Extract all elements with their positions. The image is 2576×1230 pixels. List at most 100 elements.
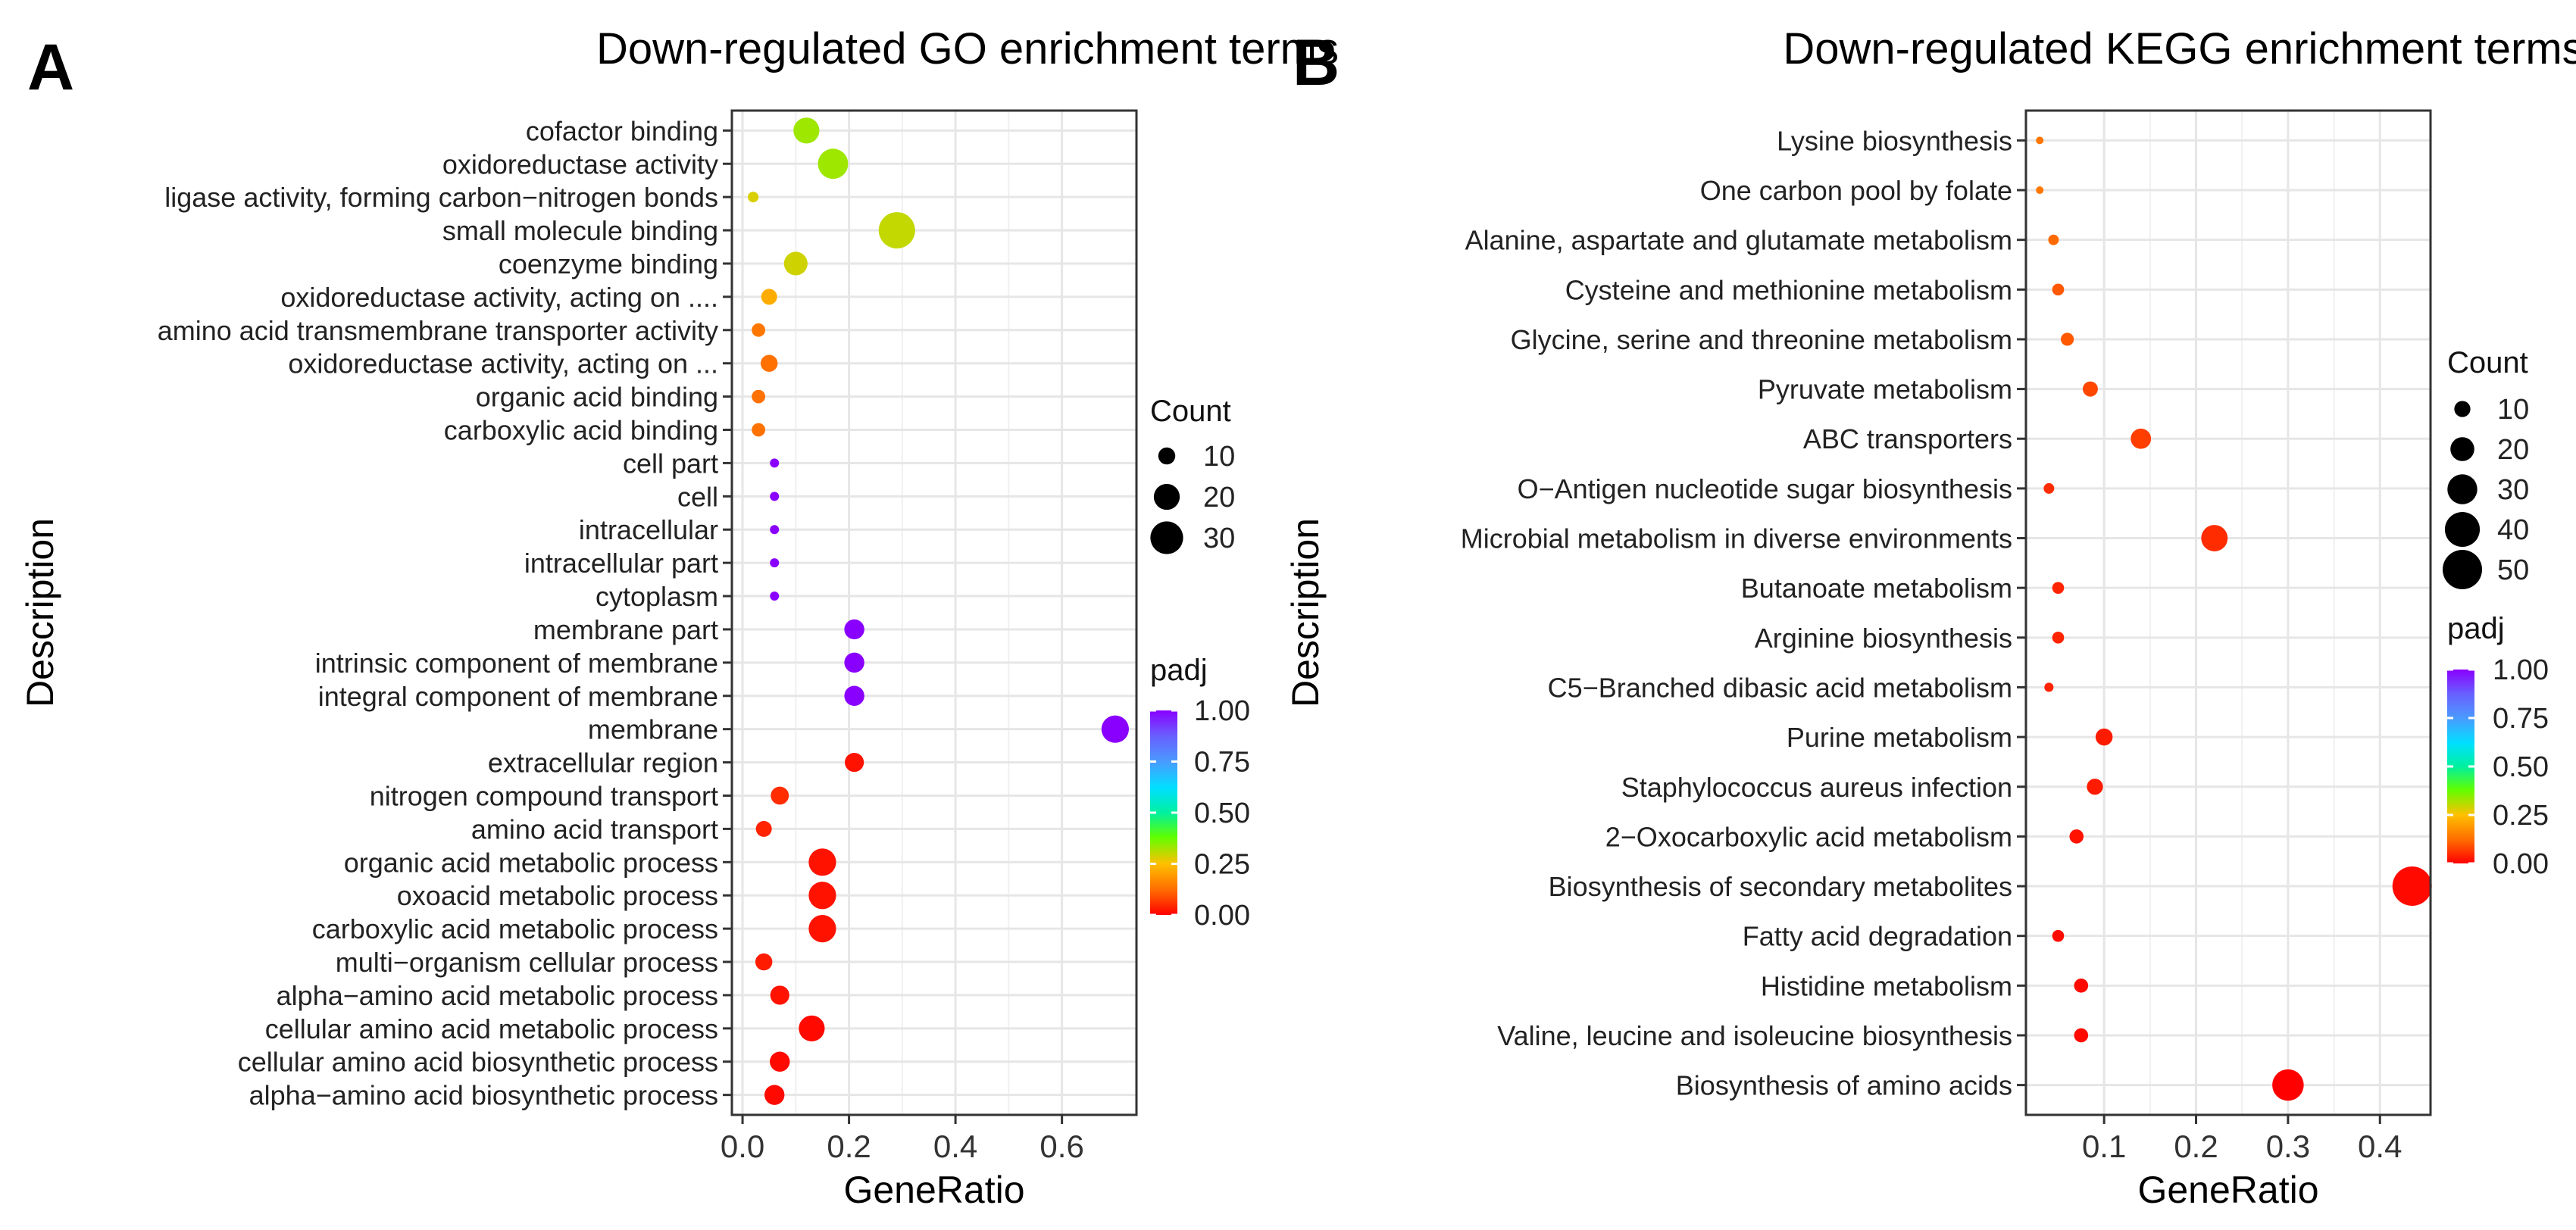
data-point xyxy=(771,786,789,805)
data-point xyxy=(2052,632,2065,644)
data-point xyxy=(748,192,759,203)
category-label: cellular amino acid metabolic process xyxy=(265,1013,718,1044)
panel-letter-b: B xyxy=(1293,27,1340,99)
count-legend-label: 30 xyxy=(1203,523,1235,554)
data-point xyxy=(2061,332,2074,346)
data-point xyxy=(2048,234,2059,245)
kegg-count-legend-title: Count xyxy=(2447,346,2528,379)
count-legend-label: 10 xyxy=(2497,394,2529,426)
count-legend-label: 50 xyxy=(2497,554,2529,586)
data-point xyxy=(2036,186,2044,195)
category-label: carboxylic acid metabolic process xyxy=(312,913,718,944)
count-legend-dot xyxy=(2444,511,2481,548)
data-point xyxy=(760,354,778,372)
count-legend-label: 20 xyxy=(1203,482,1235,514)
category-label: alpha−amino acid biosynthetic process xyxy=(249,1080,718,1111)
category-label: membrane xyxy=(588,714,718,745)
category-label: C5−Branched dibasic acid metabolism xyxy=(1548,672,2012,703)
go-y-axis-title: Description xyxy=(19,518,61,707)
kegg-enrichment-panel: B Down-regulated KEGG enrichment terms L… xyxy=(1284,24,2576,1211)
padj-legend-label: 0.25 xyxy=(1194,849,1250,881)
data-point xyxy=(755,953,773,971)
kegg-plot-area xyxy=(2026,111,2431,1115)
category-label: Cysteine and methionine metabolism xyxy=(1565,274,2012,305)
category-label: cytoplasm xyxy=(596,581,718,612)
data-point xyxy=(2036,136,2044,145)
data-point xyxy=(770,458,780,468)
padj-legend-label: 0.50 xyxy=(1194,798,1250,829)
category-label: oxidoreductase activity, acting on ... xyxy=(288,348,718,379)
category-label: carboxylic acid binding xyxy=(444,415,718,446)
go-count-legend: Count 10 20 30 xyxy=(1150,395,1235,554)
go-count-legend-title: Count xyxy=(1150,395,1231,428)
data-point xyxy=(808,848,836,876)
category-label: O−Antigen nucleotide sugar biosynthesis xyxy=(1518,473,2012,504)
category-label: membrane part xyxy=(533,614,718,645)
category-label: Lysine biosynthesis xyxy=(1777,125,2012,156)
category-label: Valine, leucine and isoleucine biosynthe… xyxy=(1497,1020,2012,1051)
padj-legend-label: 0.75 xyxy=(1194,747,1250,779)
count-legend-dot xyxy=(1153,483,1180,510)
category-label: extracellular region xyxy=(488,748,718,779)
kegg-dots xyxy=(2036,136,2432,1101)
data-point xyxy=(770,592,780,601)
count-legend-label: 40 xyxy=(2497,514,2529,546)
padj-legend-label: 1.00 xyxy=(2493,654,2549,686)
x-tick-label: 0.4 xyxy=(933,1129,977,1164)
category-label: Alanine, aspartate and glutamate metabol… xyxy=(1465,225,2012,256)
panel-letter-a: A xyxy=(27,31,74,104)
kegg-gridlines xyxy=(2026,111,2431,1115)
kegg-chart-title: Down-regulated KEGG enrichment terms xyxy=(1783,24,2576,73)
category-label: cofactor binding xyxy=(526,115,718,146)
data-point xyxy=(878,212,915,249)
data-point xyxy=(844,685,864,706)
category-label: Biosynthesis of amino acids xyxy=(1676,1070,2012,1101)
data-point xyxy=(1101,715,1130,743)
data-point xyxy=(2087,779,2103,795)
category-label: intracellular part xyxy=(524,548,718,579)
category-label: oxoacid metabolic process xyxy=(397,880,718,911)
x-tick-label: 0.2 xyxy=(2174,1129,2218,1164)
category-label: cell part xyxy=(623,448,718,479)
data-point xyxy=(2392,866,2432,907)
count-legend-dot xyxy=(2447,474,2478,504)
data-point xyxy=(2069,829,2084,844)
kegg-padj-legend: padj 1.00 0.75 0.50 0.25 0.00 xyxy=(2447,612,2549,880)
data-point xyxy=(2052,283,2065,296)
kegg-plot-border xyxy=(2024,109,2432,1116)
data-point xyxy=(761,289,777,305)
category-label: 2−Oxocarboxylic acid metabolism xyxy=(1605,821,2012,852)
category-label: Pyruvate metabolism xyxy=(1758,374,2012,405)
category-label: Butanoate metabolism xyxy=(1741,573,2012,604)
padj-legend-label: 0.25 xyxy=(2493,800,2549,832)
x-tick-label: 0.6 xyxy=(1039,1129,1083,1164)
go-padj-legend: padj 1.00 0.75 0.50 0.25 0.00 xyxy=(1150,654,1250,932)
go-gridlines xyxy=(732,111,1136,1115)
kegg-count-legend: Count 10 20 30 40 50 xyxy=(2443,346,2529,589)
go-plot-area xyxy=(732,111,1136,1115)
data-point xyxy=(770,492,780,501)
data-point xyxy=(844,652,864,673)
category-label: intracellular xyxy=(579,514,718,545)
go-enrichment-panel: A Down-regulated GO enrichment terms cof… xyxy=(19,24,1339,1211)
x-tick-label: 0.3 xyxy=(2266,1129,2310,1164)
category-label: Glycine, serine and threonine metabolism xyxy=(1511,324,2012,355)
category-label: amino acid transport xyxy=(471,813,718,844)
category-label: organic acid binding xyxy=(476,382,718,413)
data-point xyxy=(844,619,864,640)
go-dots xyxy=(748,117,1130,1105)
x-tick-label: 0.1 xyxy=(2082,1129,2126,1164)
padj-legend-label: 0.00 xyxy=(1194,900,1250,932)
x-tick-label: 0.0 xyxy=(721,1129,764,1164)
category-label: ligase activity, forming carbon−nitrogen… xyxy=(164,182,718,213)
go-padj-legend-title: padj xyxy=(1150,654,1208,687)
category-label: cell xyxy=(677,481,718,512)
data-point xyxy=(2074,979,2089,993)
category-label: Staphylococcus aureus infection xyxy=(1621,772,2012,803)
data-point xyxy=(764,1085,785,1105)
kegg-y-axis-title: Description xyxy=(1284,518,1327,707)
category-label: integral component of membrane xyxy=(318,681,718,712)
padj-legend-label: 0.75 xyxy=(2493,703,2549,735)
